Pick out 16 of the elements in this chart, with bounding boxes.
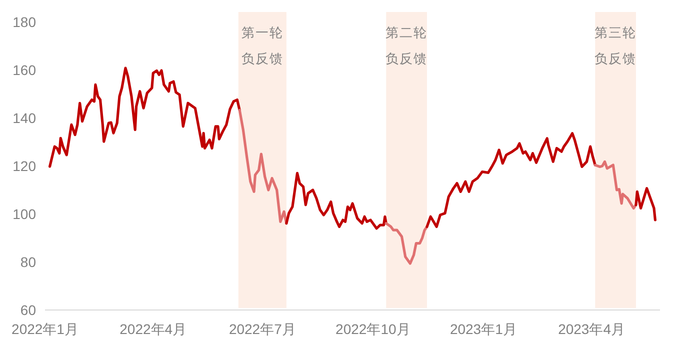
band-label: 第三轮负反馈: [594, 26, 637, 67]
x-tick-label: 2022年7月: [228, 321, 296, 337]
band-label: 第一轮负反馈: [241, 26, 284, 67]
y-tick-label: 180: [12, 14, 36, 30]
y-tick-label: 80: [20, 254, 36, 270]
x-tick-label: 2022年4月: [120, 321, 187, 337]
x-tick-label: 2023年1月: [450, 321, 517, 337]
y-tick-label: 60: [20, 302, 36, 318]
x-tick-label: 2022年10月: [336, 321, 410, 337]
band-label: 第二轮负反馈: [386, 26, 428, 67]
x-tick-label: 2023年4月: [558, 321, 625, 337]
y-tick-label: 140: [12, 110, 36, 126]
y-tick-label: 160: [12, 62, 36, 78]
y-tick-label: 120: [12, 158, 36, 174]
y-tick-label: 100: [12, 206, 36, 222]
x-tick-label: 2022年1月: [12, 321, 78, 337]
